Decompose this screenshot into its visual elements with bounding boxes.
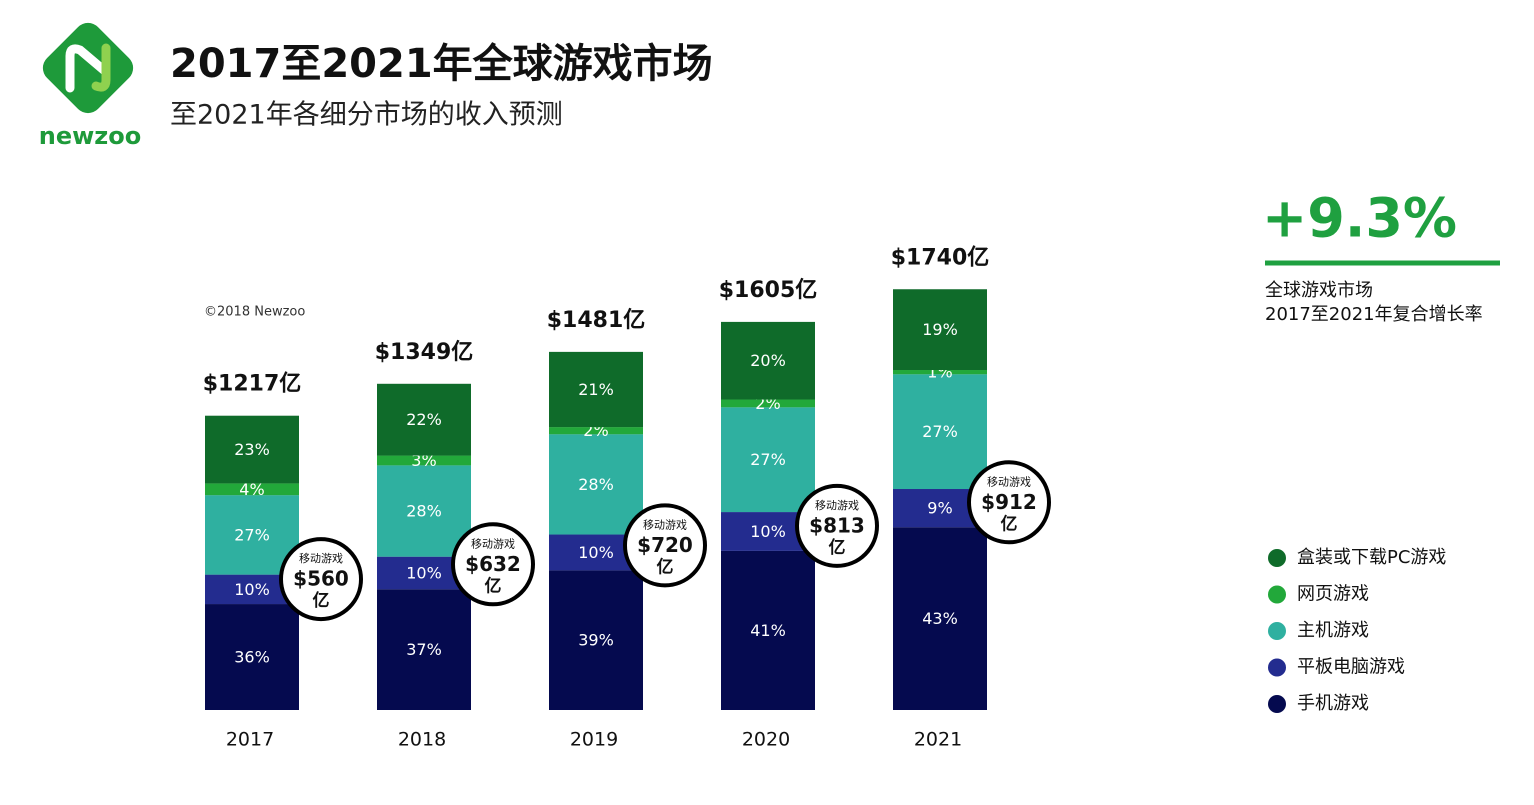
segment-label: 10% [750,522,786,541]
x-tick-label: 2020 [742,729,790,751]
segment-label: 39% [578,631,614,650]
bar-segment [721,399,815,408]
legend-label: 主机游戏 [1297,620,1369,641]
mobile-badge-value: $560 [293,567,349,591]
mobile-badge-label: 移动游戏 [299,552,343,565]
total-label: $1481亿 [547,308,646,333]
x-tick-label: 2017 [226,729,274,751]
segment-label: 27% [922,422,958,441]
mobile-badge-unit: 亿 [829,537,846,558]
bar-segment [205,415,299,484]
bar-segment [205,483,299,496]
mobile-badge-label: 移动游戏 [815,499,859,512]
mobile-badge [795,483,879,568]
bar-segment [893,527,987,710]
bar-segment [205,604,299,710]
mobile-badge [623,503,707,588]
mobile-badge-value: $813 [809,513,865,537]
mobile-badge-label: 移动游戏 [471,537,515,550]
segment-label: 27% [234,525,270,544]
total-label: $1605亿 [719,278,818,303]
mobile-badge [967,460,1051,545]
segment-label: 20% [750,351,786,370]
copyright: ©2018 Newzoo [204,305,305,320]
mobile-badge-unit: 亿 [485,575,502,596]
bar-segment [377,465,471,557]
headline-caption: 2017至2021年复合增长率 [1265,304,1483,325]
headline-caption: 全球游戏市场 [1265,280,1373,301]
segment-label: 36% [234,648,270,667]
mobile-badge-label: 移动游戏 [987,475,1031,488]
headline: +9.3% [1262,187,1457,250]
legend-label: 手机游戏 [1297,693,1369,714]
mobile-badge-label: 移动游戏 [643,518,687,531]
mobile-badge-unit: 亿 [657,556,674,577]
segment-label: 43% [922,609,958,628]
segment-label: 3% [411,451,436,470]
legend-label: 盒装或下载PC游戏 [1297,547,1446,568]
bar-segment [721,321,815,400]
logo-stroke [65,44,111,93]
mobile-badge [279,537,363,622]
logo-stroke [91,43,111,92]
bar-segment [721,407,815,513]
logo-text: newzoo [39,122,141,150]
legend-swatch [1268,695,1286,713]
segment-label: 21% [578,380,614,399]
total-label: $1740亿 [891,245,990,270]
chart-subtitle: 至2021年各细分市场的收入预测 [170,100,563,131]
logo-mark [42,22,134,114]
x-tick-label: 2018 [398,729,446,751]
legend-swatch [1268,658,1286,677]
segment-label: 4% [239,480,264,499]
segment-label: 22% [406,410,442,429]
segment-label: 10% [406,564,442,583]
segment-label: 41% [750,621,786,640]
segment-label: 27% [750,450,786,469]
bar-segment [377,589,471,710]
bar-segment [549,570,643,710]
mobile-badge-unit: 亿 [313,590,330,611]
mobile-badge-value: $632 [465,552,521,576]
legend-label: 网页游戏 [1297,584,1369,605]
chart-title: 2017至2021年全球游戏市场 [170,41,713,87]
legend-swatch [1268,622,1286,640]
bar-segment [893,370,987,375]
x-tick-label: 2019 [570,729,618,751]
bar-segment [377,455,471,466]
total-label: $1349亿 [375,340,474,365]
bar-segment [893,374,987,490]
segment-label: 37% [406,640,442,659]
logo: newzoo [39,22,141,150]
bar-segment [549,351,643,428]
segment-label: 10% [578,543,614,562]
bar-segment [549,434,643,535]
segment-label: 23% [234,440,270,459]
segment-label: 28% [578,475,614,494]
legend-label: 平板电脑游戏 [1297,657,1405,678]
mobile-badge-value: $720 [637,533,693,557]
total-label: $1217亿 [203,372,302,397]
legend-swatch [1268,585,1286,604]
segment-label: 9% [927,499,952,518]
x-tick-label: 2021 [914,729,962,751]
bar-segment [549,427,643,435]
bar-segment [893,289,987,371]
mobile-badge-value: $912 [981,490,1037,514]
mobile-badge [451,522,535,607]
legend-swatch [1268,549,1286,567]
segment-label: 28% [406,502,442,521]
segment-label: 19% [922,320,958,339]
segment-label: 10% [234,580,270,599]
bar-segment [377,383,471,456]
mobile-badge-unit: 亿 [1001,513,1018,534]
bar-segment [721,550,815,710]
